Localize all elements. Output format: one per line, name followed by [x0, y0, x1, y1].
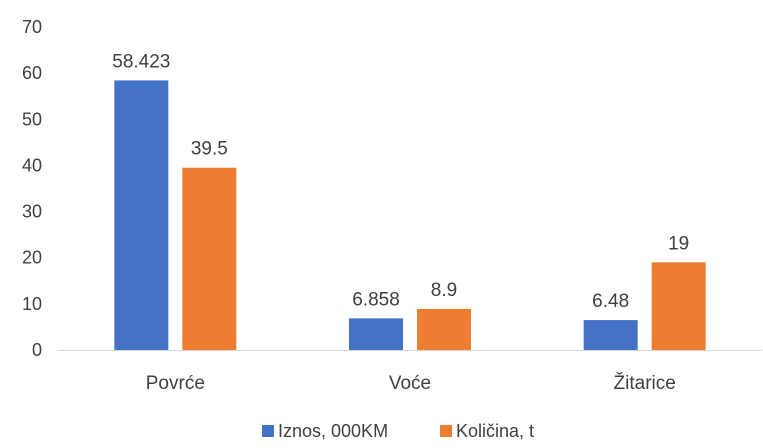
y-tick-label: 40	[22, 155, 42, 175]
legend-swatch-kolicina	[440, 425, 452, 437]
bar-iznos-0	[114, 80, 169, 350]
data-label: 8.9	[431, 280, 457, 301]
y-tick-label: 10	[22, 294, 42, 314]
y-tick-label: 70	[22, 17, 42, 37]
bars-group	[114, 80, 706, 350]
data-label: 58.423	[112, 51, 170, 72]
data-label: 6.48	[592, 291, 629, 312]
data-label: 6.858	[352, 289, 400, 310]
y-tick-label: 60	[22, 63, 42, 83]
legend-swatch-iznos	[262, 425, 274, 437]
data-labels-group: 58.423 39.5 6.858 8.9 6.48 19	[112, 51, 689, 312]
y-tick-label: 20	[22, 248, 42, 268]
legend-label-iznos: Iznos, 000KM	[278, 421, 388, 441]
y-tick-label: 50	[22, 109, 42, 129]
bar-iznos-2	[583, 320, 638, 350]
data-label: 19	[668, 233, 689, 254]
bar-kolicina-2	[651, 262, 706, 350]
y-axis-ticks: 0 10 20 30 40 50 60 70	[22, 17, 42, 360]
legend: Iznos, 000KM Količina, t	[262, 421, 534, 441]
category-label: Povrće	[146, 373, 205, 394]
y-tick-label: 30	[22, 202, 42, 222]
bar-kolicina-1	[417, 308, 471, 350]
category-labels-group: Povrće Voće Žitarice	[146, 372, 676, 394]
category-label: Žitarice	[614, 372, 676, 394]
y-tick-label: 0	[32, 340, 42, 360]
category-label: Voće	[389, 373, 431, 394]
bar-kolicina-0	[182, 167, 237, 350]
legend-label-kolicina: Količina, t	[456, 421, 534, 441]
bar-iznos-1	[349, 318, 403, 350]
data-label: 39.5	[191, 139, 228, 160]
